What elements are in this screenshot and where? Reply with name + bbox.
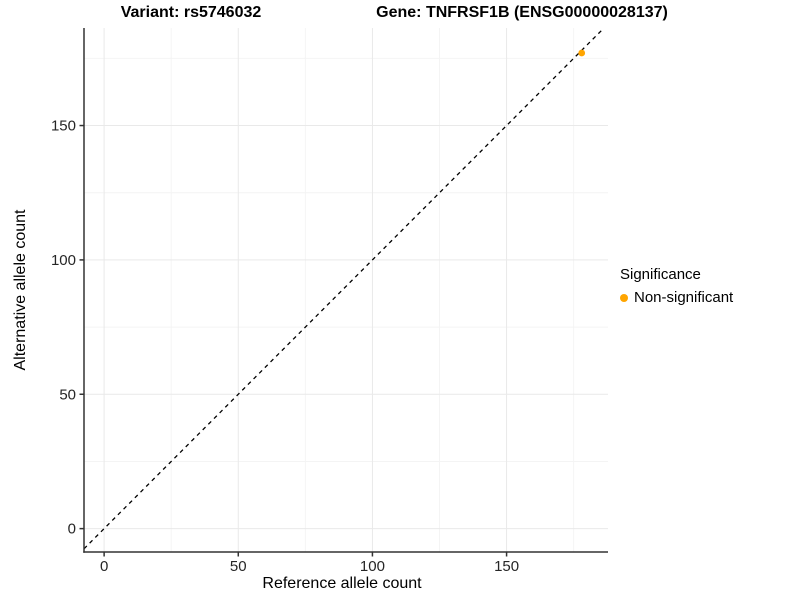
legend-title: Significance — [620, 266, 701, 283]
legend-item: Non-significant — [620, 289, 733, 306]
y-tick-label: 50 — [59, 386, 76, 403]
y-tick-label: 100 — [51, 252, 76, 269]
legend: Significance Non-significant — [620, 266, 733, 306]
y-tick-label: 0 — [68, 521, 76, 538]
gene-title: Gene: TNFRSF1B (ENSG00000028137) — [376, 4, 668, 21]
variant-title: Variant: rs5746032 — [120, 4, 262, 21]
legend-item-label: Non-significant — [634, 289, 734, 306]
x-tick-label: 50 — [230, 558, 247, 575]
data-point — [578, 49, 586, 57]
x-tick-label: 0 — [100, 558, 108, 575]
y-tick-label: 150 — [51, 118, 76, 135]
y-axis-title: Alternative allele count — [12, 209, 29, 371]
x-axis-title: Reference allele count — [262, 575, 422, 592]
x-tick-label: 150 — [494, 558, 519, 575]
x-tick-label: 100 — [360, 558, 385, 575]
identity-dashed-line — [83, 27, 605, 550]
legend-point-icon — [620, 293, 628, 302]
